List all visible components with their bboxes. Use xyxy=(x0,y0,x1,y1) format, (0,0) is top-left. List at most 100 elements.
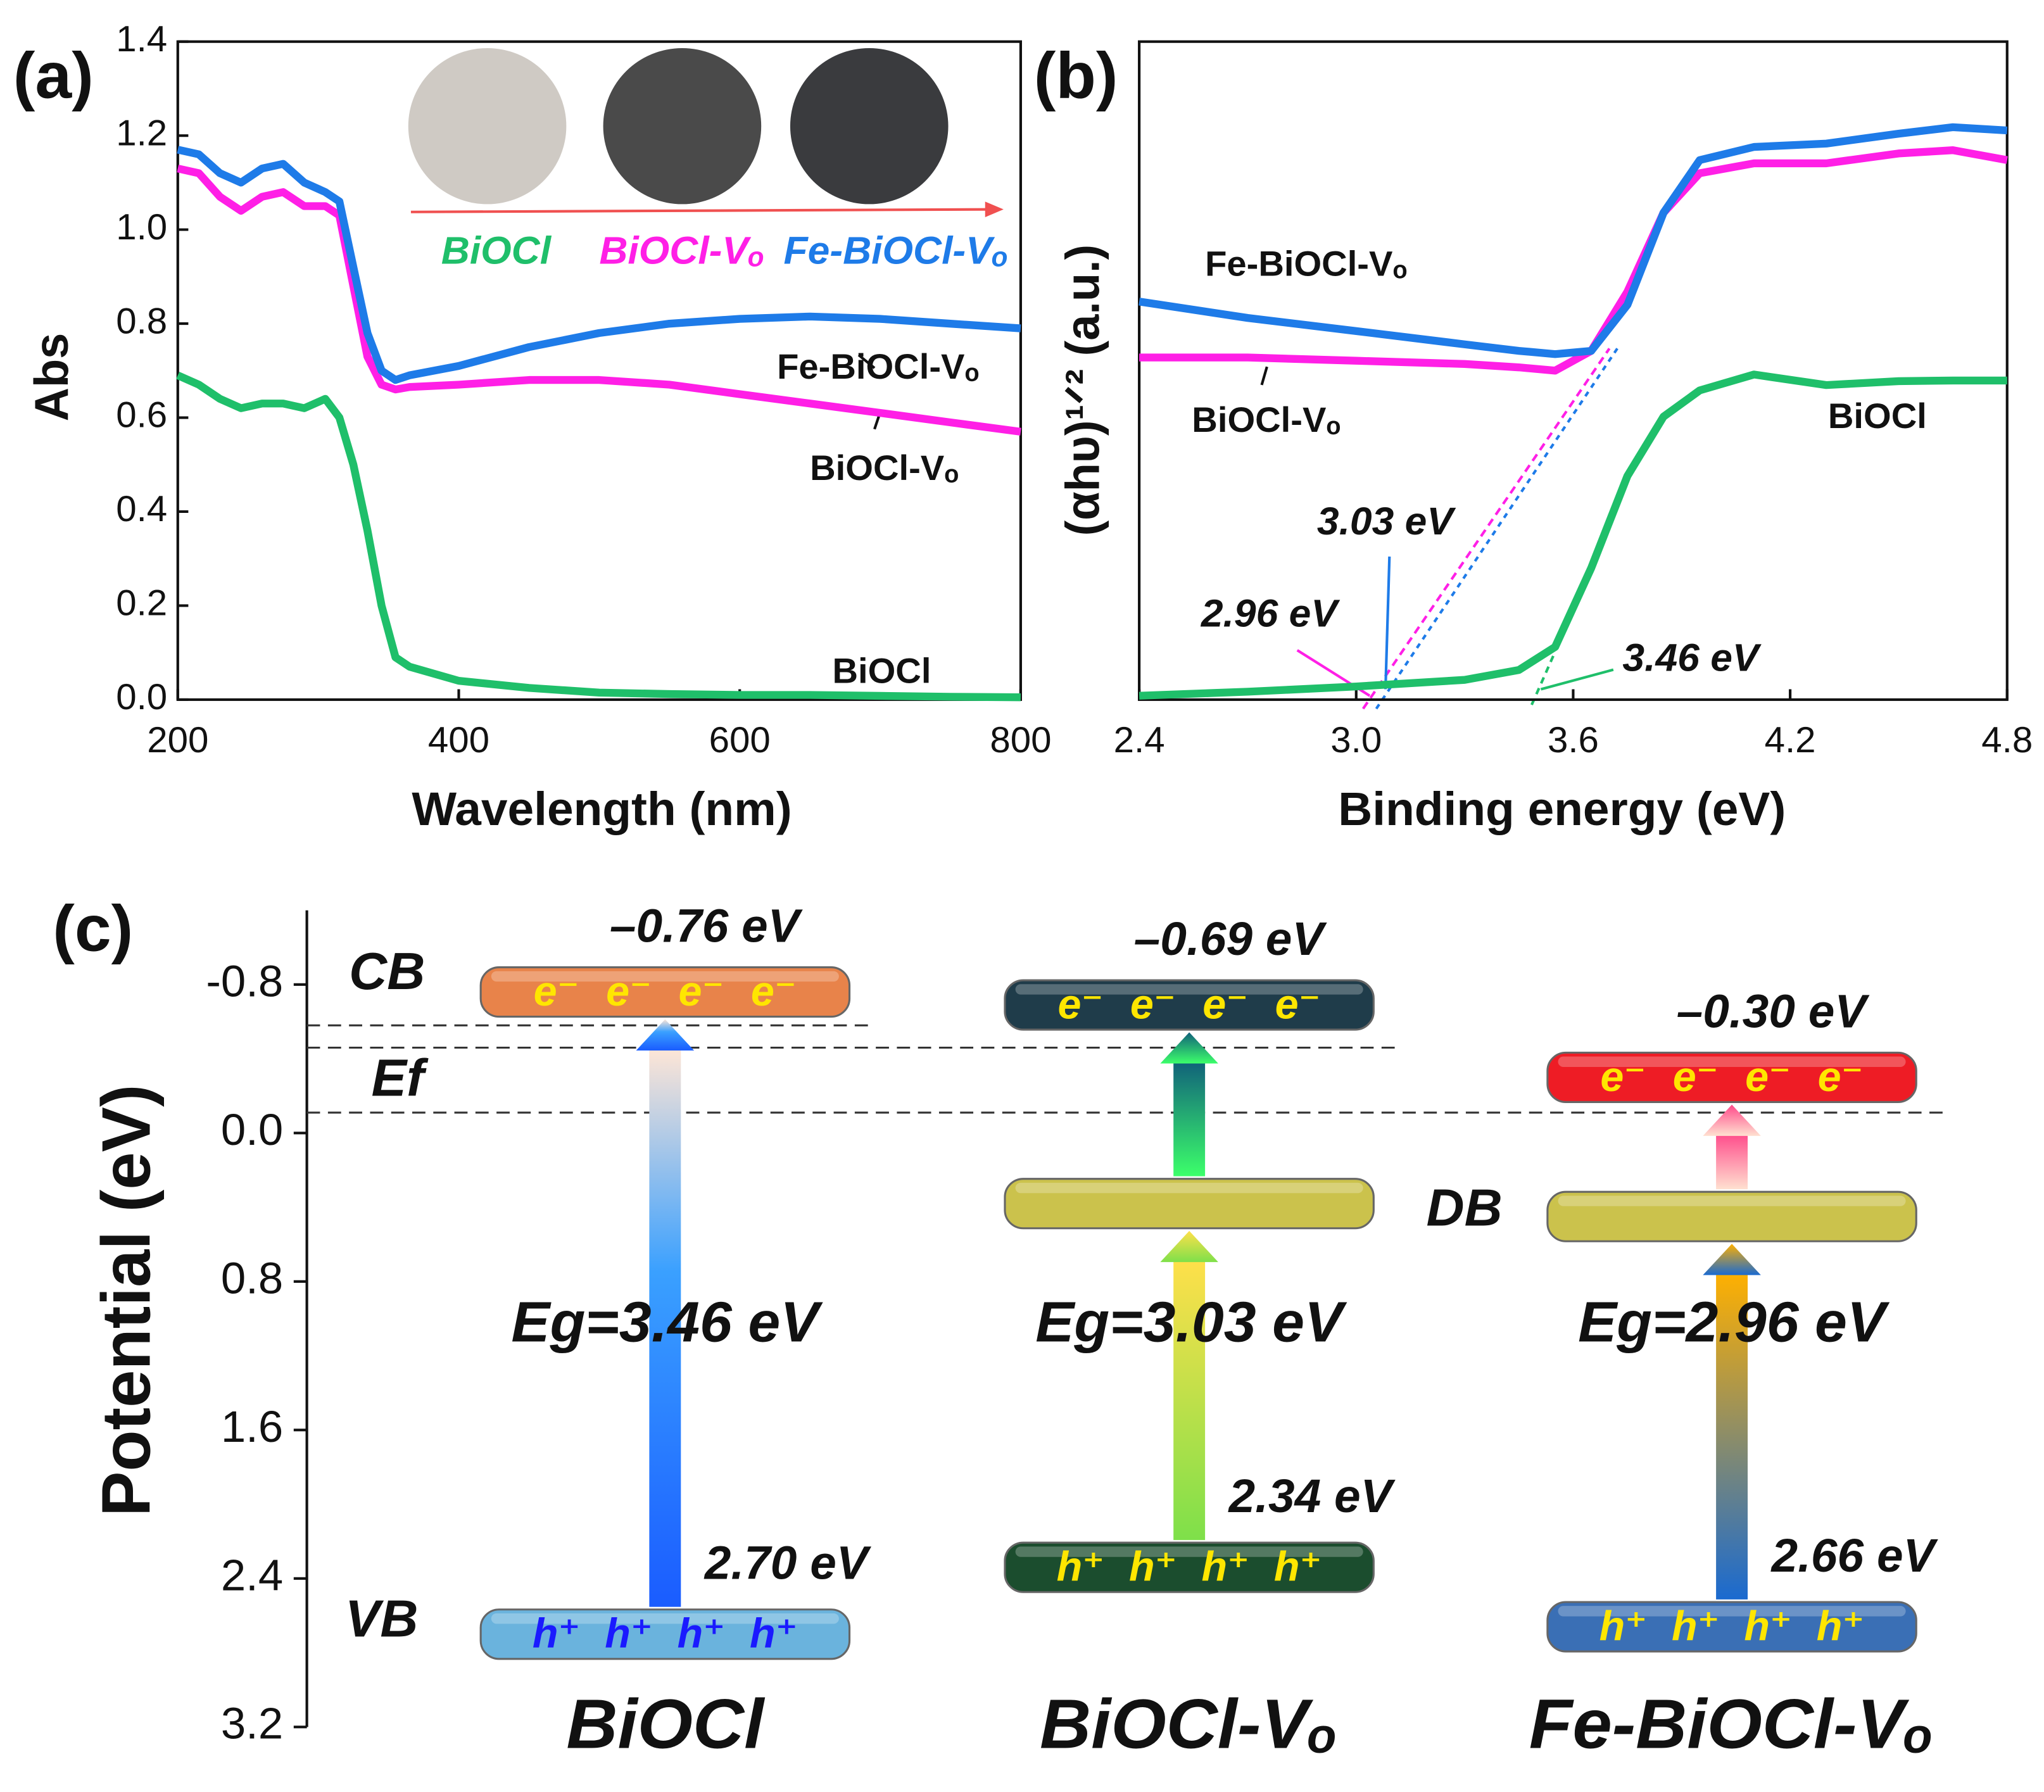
arrow xyxy=(410,208,988,213)
x-tick-label: 400 xyxy=(428,720,489,760)
y-axis-label: Potential (eV) xyxy=(88,1085,165,1517)
y-tick-label: 0.8 xyxy=(221,1253,283,1303)
valence-band xyxy=(1004,1541,1375,1593)
y-tick-label: 1.2 xyxy=(116,113,167,154)
arrowhead xyxy=(1703,1244,1761,1275)
bar-shine xyxy=(1558,1196,1906,1206)
transition-arrow xyxy=(1716,1272,1748,1600)
electron: e⁻ xyxy=(1818,1054,1864,1101)
transition-arrow xyxy=(1173,1061,1206,1177)
arrowhead xyxy=(636,1019,695,1051)
electron: e⁻ xyxy=(1057,981,1103,1028)
curve-label: BiOCl-Vₒ xyxy=(810,448,959,488)
electron: e⁻ xyxy=(1202,981,1248,1028)
db-label: DB xyxy=(1427,1178,1503,1237)
curve-label: Fe-BiOCl-Vₒ xyxy=(777,346,979,386)
electron: e⁻ xyxy=(1130,981,1176,1028)
x-axis-label: Wavelength (nm) xyxy=(412,783,792,835)
x-tick-label: 4.8 xyxy=(1981,720,2033,760)
annotation: 2.96 eV xyxy=(1201,592,1341,636)
electron: e⁻ xyxy=(678,968,724,1015)
data-line xyxy=(1139,370,2007,700)
transition-arrow xyxy=(649,1047,681,1607)
arrowhead xyxy=(985,201,1004,217)
category-label: BiOCl-Vₒ xyxy=(1040,1684,1339,1763)
y-tick-label: 1.6 xyxy=(221,1401,283,1451)
y-tick-label: -0.8 xyxy=(206,956,283,1006)
legend-label: BiOCl xyxy=(441,229,552,273)
y-tick-label: 0.6 xyxy=(116,395,167,436)
vb-value-label: 2.34 eV xyxy=(1228,1470,1396,1522)
curve-label: BiOCl-Vₒ xyxy=(1192,400,1341,439)
y-tick-label: 0.0 xyxy=(116,677,167,717)
x-tick-label: 3.0 xyxy=(1330,720,1382,760)
x-tick-label: 4.2 xyxy=(1765,720,1816,760)
arrowhead xyxy=(1160,1230,1218,1263)
hole: h⁺ xyxy=(750,1611,798,1658)
electron: e⁻ xyxy=(1275,981,1321,1028)
y-tick-label: 3.2 xyxy=(221,1698,283,1748)
annotation: 3.46 eV xyxy=(1622,636,1762,680)
bar-shine xyxy=(1558,1606,1906,1617)
legend-label: Fe-BiOCl-Vₒ xyxy=(784,229,1009,273)
panel-label: (b) xyxy=(1034,39,1118,111)
cb-label: CB xyxy=(349,942,425,1000)
bar-shine xyxy=(1015,984,1363,995)
data-line xyxy=(176,372,1021,702)
electron: e⁻ xyxy=(534,968,579,1015)
valence-band xyxy=(1546,1601,1917,1653)
hole: h⁺ xyxy=(1201,1544,1249,1591)
arrow xyxy=(1540,668,1614,691)
transition-arrow xyxy=(1173,1259,1206,1541)
hole: h⁺ xyxy=(1817,1603,1865,1650)
tangent xyxy=(1361,348,1611,710)
y-tick-label: 0.8 xyxy=(116,301,167,342)
valence-band xyxy=(479,1608,851,1660)
bandgap-label: Eg=3.46 eV xyxy=(511,1290,823,1354)
defect-band xyxy=(1004,1178,1375,1230)
vb-value-label: 2.70 eV xyxy=(703,1537,871,1589)
pointer xyxy=(1260,366,1268,386)
category-label: BiOCl xyxy=(566,1684,765,1763)
vb-value-label: 2.66 eV xyxy=(1770,1529,1938,1581)
category-label: Fe-BiOCl-Vₒ xyxy=(1529,1684,1935,1763)
data-line xyxy=(177,165,1021,436)
pointer xyxy=(857,354,876,369)
hole: h⁺ xyxy=(1672,1603,1720,1650)
electron: e⁻ xyxy=(751,968,797,1015)
photo xyxy=(603,47,762,205)
arrowhead xyxy=(1703,1104,1761,1136)
hole: h⁺ xyxy=(1744,1603,1792,1650)
data-line xyxy=(177,146,1021,384)
y-tick-label: 1.0 xyxy=(116,207,167,248)
cb-value-label: –0.69 eV xyxy=(1134,912,1327,964)
arrow xyxy=(1384,556,1391,690)
electron: e⁻ xyxy=(1673,1054,1719,1101)
bar-shine xyxy=(491,1613,839,1624)
hole: h⁺ xyxy=(1129,1544,1177,1591)
conduction-band xyxy=(1546,1051,1917,1103)
conduction-band xyxy=(1004,979,1375,1031)
x-tick-label: 600 xyxy=(709,720,771,760)
y-axis-label: (αhυ)¹ᐟ² (a.u.) xyxy=(1056,244,1109,536)
arrowhead xyxy=(1160,1032,1218,1064)
curve-label: Fe-BiOCl-Vₒ xyxy=(1205,244,1407,284)
x-tick-label: 200 xyxy=(147,720,208,760)
photo xyxy=(408,47,567,205)
x-tick-label: 3.6 xyxy=(1548,720,1599,760)
legend-label: BiOCl-Vₒ xyxy=(599,229,765,273)
cb-value-label: –0.30 eV xyxy=(1677,985,1870,1037)
plot-frame xyxy=(176,40,1022,701)
data-line xyxy=(1139,146,2008,375)
photo xyxy=(790,47,949,205)
curve-label: BiOCl xyxy=(832,651,931,691)
bandgap-label: Eg=3.03 eV xyxy=(1035,1290,1347,1354)
cb-value-label: –0.76 eV xyxy=(610,900,803,952)
bandgap-label: Eg=2.96 eV xyxy=(1578,1290,1889,1354)
electron: e⁻ xyxy=(1600,1054,1646,1101)
tangents xyxy=(857,348,1618,710)
panel-label: (a) xyxy=(13,39,94,111)
inset-photos xyxy=(408,47,1004,217)
data-line xyxy=(1139,123,2008,358)
